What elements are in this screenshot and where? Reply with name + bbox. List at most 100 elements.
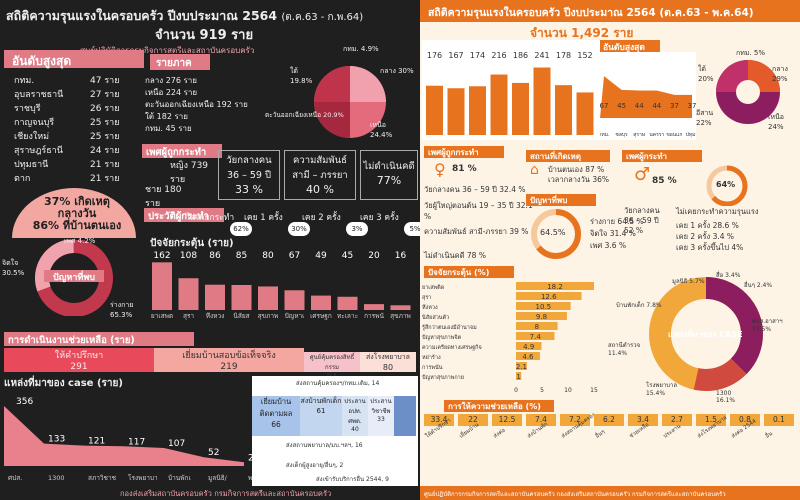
- top-item-count: 26 ราย: [90, 104, 120, 114]
- rp-label-0: กทม. 5%: [736, 49, 766, 57]
- top-item-count: 21 ราย: [90, 174, 120, 184]
- r-top-chart: 67 กทม. 45 ชลบุร 44 สุราษ 44 นครรา 37 ขอนแก 37 ปทุม…: [600, 52, 696, 140]
- r-factor-chart: ยาเสพติด 18.2 สุรา 12.6 หึงหวง 10.5 นิสัยส่วนต…: [421, 282, 598, 394]
- top-item-name: ราชบุรี: [14, 104, 41, 114]
- region-item: เหนือ 224 ราย: [145, 88, 198, 97]
- monthly-value: 178: [556, 51, 571, 60]
- source-category: บ้านพักเ: [168, 474, 191, 482]
- r-top-category: ขอนแก: [666, 132, 682, 138]
- left-title: สถิติความรุนแรงในครอบครัว ปีงบประมาณ 256…: [6, 8, 364, 23]
- r-factor-value: 10.5: [536, 303, 552, 311]
- r-top-header: อันดับสูงสุด: [600, 40, 660, 53]
- top-item-name: ตาก: [14, 174, 31, 184]
- r-problem-pct: 64.5%: [540, 228, 566, 237]
- stack-4: [394, 396, 416, 436]
- top-item-name: สุราษฎร์ธานี: [14, 146, 63, 156]
- monthly-bar: [512, 82, 529, 135]
- monthly-chart: 176 167 174 216 186 241 178 152: [422, 40, 600, 140]
- r-top-category: ปทุมธ: [686, 132, 696, 138]
- r-top-category: ชลบุร: [615, 132, 628, 138]
- source-category: สภาวิชาช: [88, 474, 117, 482]
- age-box: วัยกลางคน 36 – 59 ปี 33 %: [218, 150, 280, 200]
- r-assist-value: 33.4: [424, 414, 454, 426]
- r-factor-bar: [516, 312, 567, 320]
- stack-0: เยี่ยมบ้าน ติดตามผล 66: [252, 396, 300, 436]
- male-count: ชาย 180 ราย: [145, 185, 182, 209]
- r-factor-value: 7.4: [530, 333, 542, 341]
- region-header: รายภาค: [150, 54, 210, 70]
- top-item-name: กทม.: [14, 76, 35, 86]
- history-label: ไม่เคยกระทำ: [186, 213, 235, 223]
- r-history-arc: [706, 165, 748, 206]
- r-factor-bar: [516, 302, 571, 310]
- rel-box: ความสัมพันธ์ สามี – ภรรยา 40 %: [284, 150, 356, 200]
- nocase-box: ไม่ดำเนินคดี 77%: [360, 150, 418, 200]
- left-total: จำนวน 919 ราย: [155, 28, 254, 43]
- rs-6: สื่อ 3.4%: [716, 272, 741, 279]
- prob-sex: เพศ 4.2%: [64, 237, 96, 245]
- history-pct: 3%: [346, 222, 368, 236]
- r-factor-category: ปัญหาสุขภาพจิต: [422, 334, 462, 341]
- r-factor-value: 12.6: [541, 293, 557, 301]
- note-1: ส่งสถานพยาบาล/มบ.ฯลฯ, 16: [286, 442, 363, 449]
- r-history-2: เคย 3 ครั้งขึ้นไป 4%: [676, 243, 744, 252]
- sun-text: 37% เกิดเหตุ กลางวัน 86% ที่บ้านตนเอง: [32, 195, 122, 232]
- factor-value: 16: [395, 251, 407, 261]
- factor-category: สุขภาพ: [258, 312, 279, 320]
- left-footer: กองส่งเสริมสถาบันครอบครัว กรมกิจการสตรีแ…: [120, 489, 332, 498]
- r-factor-value: 2.1: [516, 363, 527, 371]
- right-total: จำนวน 1,492 ราย: [530, 26, 634, 40]
- r-top-value: 44: [635, 102, 644, 110]
- r-prob-2: เพศ 3.6 %: [590, 241, 627, 250]
- factor-title: ปัจจัยกระตุ้น (ราย): [150, 238, 234, 249]
- r-factor-tick: 0: [514, 387, 518, 394]
- monthly-value: 152: [577, 51, 592, 60]
- top-item-count: 27 ราย: [90, 90, 120, 100]
- r-factor-bar: [516, 282, 594, 290]
- region-item: ตะวันออกเฉียงเหนือ 192 ราย: [145, 100, 248, 109]
- history-label: เคย 2 ครั้ง: [302, 213, 341, 223]
- source-area: [4, 406, 244, 466]
- r-factor-value: 4.9: [523, 343, 534, 351]
- monthly-bar: [490, 74, 508, 135]
- r-assist-value: 0.8: [730, 414, 760, 426]
- factor-value: 85: [236, 251, 247, 261]
- r-prob-1: จิตใจ 31.4 %: [590, 229, 636, 238]
- assist-1: เยี่ยมบ้านสอบข้อเท็จจริง 219: [154, 348, 304, 372]
- r-factor-category: การพนัน: [422, 364, 443, 371]
- history-pct: 30%: [288, 222, 310, 236]
- r-history-pct: 64%: [716, 180, 736, 189]
- stack-2: ประสาน อปท. ศพด. 40: [342, 396, 368, 436]
- factor-value: 86: [209, 251, 221, 261]
- source-category: โรงพยาบา: [128, 474, 158, 482]
- right-infographic: สถิติความรุนแรงในครอบครัว ปีงบประมาณ 256…: [420, 0, 800, 500]
- prob-mind: จิตใจ 30.5%: [2, 259, 25, 277]
- source-category: 1300: [48, 474, 65, 482]
- r-assist-value: 0.1: [764, 414, 794, 426]
- factor-bar: [311, 295, 331, 310]
- r-factor-category: สุรา: [422, 294, 431, 301]
- top-item-name: ปทุมธานี: [14, 160, 49, 170]
- r-male-pct: 85 %: [652, 176, 677, 186]
- top-item-count: 21 ราย: [90, 160, 120, 170]
- r-prob-0: ร่างกาย 64.5 %: [590, 217, 644, 226]
- rp-label-2: กลาง 29%: [772, 65, 788, 83]
- top-item-count: 24 ราย: [90, 146, 120, 156]
- prob-body: ร่างกาย 65.3%: [110, 301, 134, 319]
- sun-graphic: [12, 188, 136, 238]
- left-factor-chart: 162 ยาเสพต 108 สุรา 86 หึงหวง 85 นิสัยส 80 สุขภาพ…: [151, 251, 411, 320]
- r-factor-category: หย่าร้าง: [422, 354, 441, 361]
- factor-category: นิสัยส: [233, 312, 249, 320]
- r-age: วัยกลางคน 36 – 59 ปี 32.4 %: [424, 185, 526, 194]
- r-rel: ความสัมพันธ์ สามี-ภรรยา 39 %: [424, 227, 529, 236]
- factor-bar: [205, 284, 225, 310]
- monthly-bar: [576, 92, 594, 135]
- factor-category: หึงหวง: [206, 312, 225, 320]
- r-factor-category: ความเครียดทางเศรษฐกิจ: [422, 344, 482, 351]
- assist-2: ศูนย์คุ้มครองสิทธิ์กรรม94: [304, 352, 360, 381]
- top-item-count: 25 ราย: [90, 132, 120, 142]
- history-label: เคย 1 ครั้ง: [244, 213, 283, 223]
- history-header: ประวัติผู้กระทำ: [144, 208, 224, 222]
- r-top-value: 44: [652, 102, 661, 110]
- r-factor-tick: 15: [590, 387, 598, 394]
